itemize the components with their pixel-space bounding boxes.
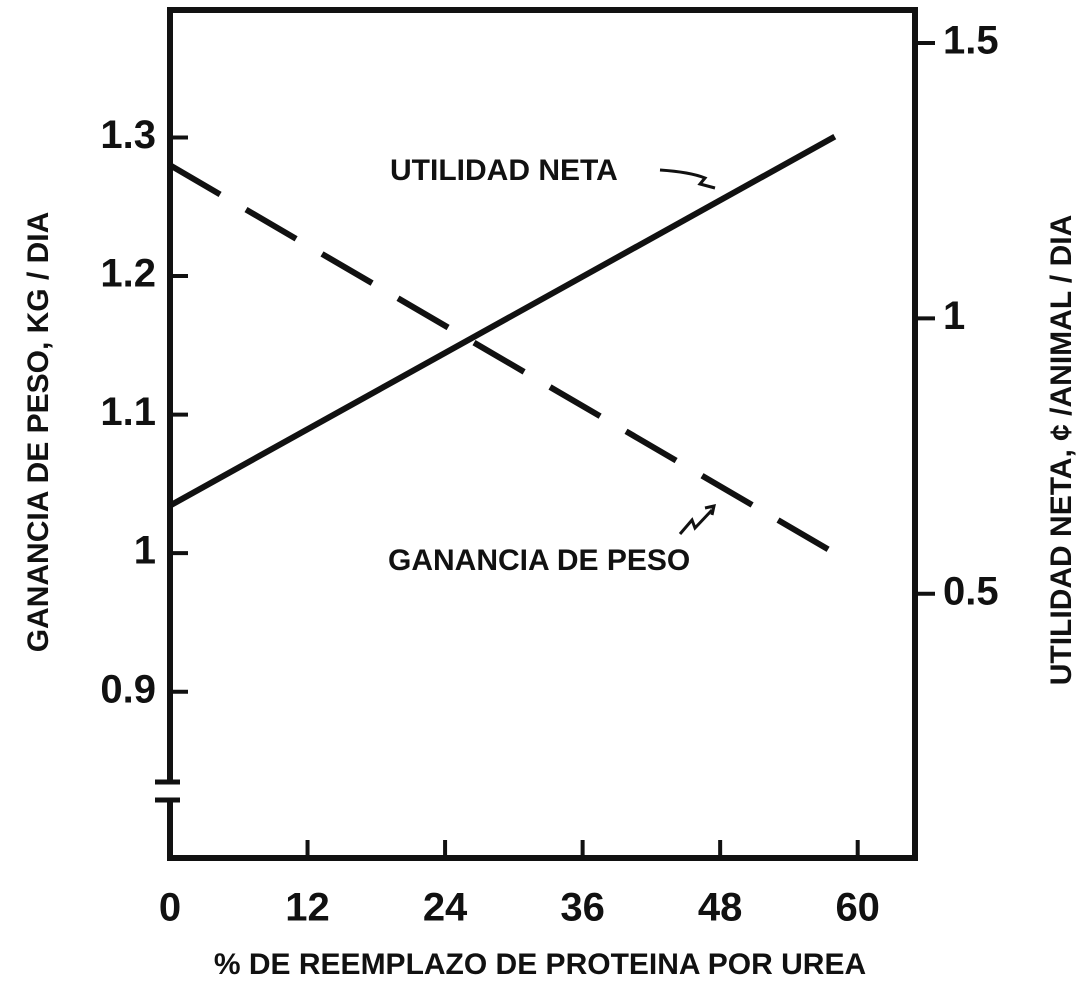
y2-tick-label: 1.5 bbox=[943, 19, 999, 63]
y-axis-title: GANANCIA DE PESO, KG / DIA bbox=[22, 212, 55, 653]
x-axis-title: % DE REEMPLAZO DE PROTEINA POR UREA bbox=[214, 948, 866, 981]
y-tick-label: 1.3 bbox=[100, 113, 156, 157]
y2-axis-title: UTILIDAD NETA, ¢ /ANIMAL / DIA bbox=[1045, 215, 1078, 686]
x-tick-label: 36 bbox=[560, 886, 605, 930]
x-tick-label: 24 bbox=[423, 886, 468, 930]
x-tick-label: 60 bbox=[835, 886, 880, 930]
series-label: UTILIDAD NETA bbox=[390, 154, 618, 187]
axis-break bbox=[155, 779, 180, 803]
break-gap bbox=[160, 782, 180, 800]
y2-tick-label: 0.5 bbox=[943, 569, 999, 613]
y-tick-label: 1.2 bbox=[100, 252, 156, 296]
x-tick-label: 48 bbox=[698, 886, 743, 930]
x-tick-label: 0 bbox=[159, 886, 181, 930]
annotation-arrow bbox=[659, 168, 716, 190]
x-tick-label: 12 bbox=[285, 886, 330, 930]
y-tick-label: 0.9 bbox=[100, 667, 156, 711]
y-tick-label: 1.1 bbox=[100, 390, 156, 434]
series-label: GANANCIA DE PESO bbox=[388, 544, 690, 577]
plot-frame bbox=[167, 7, 918, 861]
series-line bbox=[168, 134, 837, 509]
y-tick-label: 1 bbox=[134, 529, 156, 573]
annotation-arrow bbox=[678, 504, 716, 535]
series-line bbox=[168, 162, 837, 556]
y2-tick-label: 1 bbox=[943, 294, 965, 338]
